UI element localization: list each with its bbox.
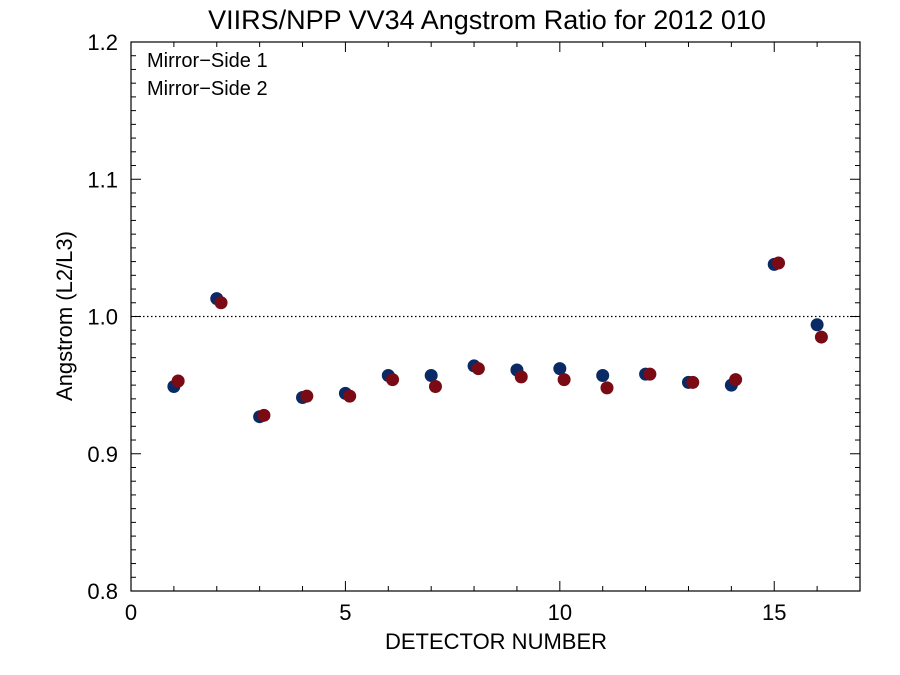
y-tick-label: 1.2 xyxy=(87,30,118,55)
x-tick-label: 5 xyxy=(339,600,351,625)
y-tick-label: 0.9 xyxy=(87,442,118,467)
legend-entry-mirror-side-2: Mirror−Side 2 xyxy=(147,78,268,100)
chart-title: VIIRS/NPP VV34 Angstrom Ratio for 2012 0… xyxy=(208,5,766,35)
y-tick-label: 1.0 xyxy=(87,305,118,330)
data-point-series-2 xyxy=(471,362,485,376)
data-point-series-2 xyxy=(343,389,357,403)
data-point-series-2 xyxy=(814,330,828,344)
data-point-series-2 xyxy=(557,373,571,387)
data-point-series-2 xyxy=(729,373,743,387)
data-point-series-2 xyxy=(643,367,657,381)
data-point-series-2 xyxy=(300,389,314,403)
axis-tick-labels: 0 5 10 15 0.8 0.9 1.0 1.1 1.2 xyxy=(87,30,786,625)
data-point-series-1 xyxy=(553,362,567,376)
data-point-series-1 xyxy=(596,369,610,383)
y-tick-label: 1.1 xyxy=(87,167,118,192)
x-axis-label: DETECTOR NUMBER xyxy=(385,629,607,654)
data-points xyxy=(167,256,828,424)
data-point-series-2 xyxy=(386,373,400,387)
data-point-series-2 xyxy=(514,370,528,384)
x-tick-label: 10 xyxy=(548,600,572,625)
plot-area xyxy=(130,41,861,592)
data-point-series-2 xyxy=(171,374,185,388)
data-point-series-2 xyxy=(686,375,700,389)
data-point-series-1 xyxy=(424,369,438,383)
data-point-series-2 xyxy=(428,379,442,393)
y-axis-label: Angstrom (L2/L3) xyxy=(52,231,77,401)
x-tick-label: 0 xyxy=(125,600,137,625)
data-point-series-2 xyxy=(772,256,786,270)
y-tick-label: 0.8 xyxy=(87,579,118,604)
legend: Mirror−Side 1 Mirror−Side 2 xyxy=(147,50,268,100)
axis-ticks xyxy=(130,41,861,592)
x-tick-label: 15 xyxy=(762,600,786,625)
data-point-series-1 xyxy=(810,318,824,332)
legend-entry-mirror-side-1: Mirror−Side 1 xyxy=(147,50,268,72)
data-point-series-2 xyxy=(214,296,228,310)
data-point-series-2 xyxy=(257,408,271,422)
data-point-series-2 xyxy=(600,381,614,395)
